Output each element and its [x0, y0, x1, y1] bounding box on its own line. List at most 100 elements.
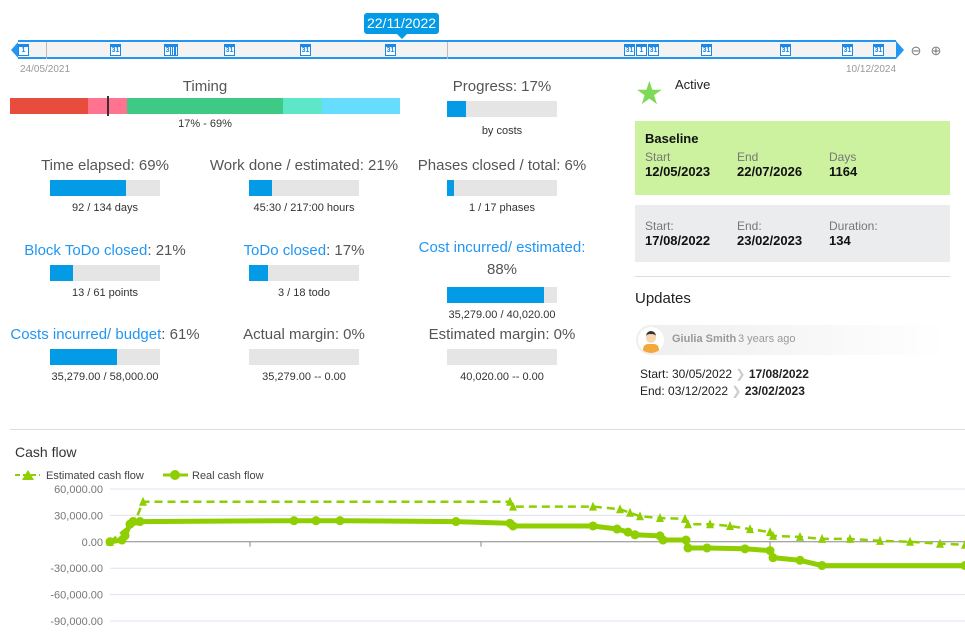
- metric-sub: 1 / 17 phases: [468, 202, 536, 214]
- metric-link[interactable]: Block ToDo closed: [24, 242, 148, 259]
- metric-value: : 17%: [326, 242, 365, 259]
- timeline-scrollbar[interactable]: [18, 40, 896, 59]
- real-point: [120, 531, 130, 541]
- timeline-right-arrow[interactable]: [896, 41, 904, 59]
- calendar-marker-icon[interactable]: [170, 44, 173, 56]
- calendar-marker-icon[interactable]: [175, 44, 178, 56]
- legend-real[interactable]: Real cash flow: [163, 470, 264, 482]
- metric-sub: 3 / 18 todo: [278, 287, 330, 299]
- real-point: [960, 561, 965, 571]
- timeline-end-date: 10/12/2024: [846, 64, 897, 75]
- estimated-point: [906, 536, 914, 546]
- real-point: [740, 544, 750, 554]
- cash-flow-chart: Estimated cash flow Real cash flow 60,00…: [15, 470, 965, 628]
- y-tick-label: 0.00: [82, 537, 103, 549]
- calendar-marker-icon[interactable]: 31: [780, 44, 791, 56]
- calendar-marker-icon[interactable]: 31: [385, 44, 396, 56]
- real-point: [311, 516, 321, 526]
- divider: [635, 276, 950, 277]
- calendar-marker-icon[interactable]: 31: [300, 44, 311, 56]
- estimated-point: [636, 511, 644, 521]
- metric-value: Time elapsed: 69%: [41, 157, 169, 174]
- metric-bar-fill: [447, 180, 454, 196]
- metric-bar: [249, 349, 359, 365]
- real-point: [105, 537, 115, 547]
- baseline-end-label: End: [737, 150, 759, 164]
- chevron-right-icon: ❯: [735, 367, 746, 381]
- estimated-point: [506, 496, 514, 506]
- metric-card: Costs incurred/ budget: 61% 35,279.00 / …: [10, 326, 200, 383]
- calendar-marker-icon[interactable]: 31: [624, 44, 635, 56]
- calendar-marker-icon[interactable]: 31: [110, 44, 121, 56]
- metric-bar: [50, 265, 160, 281]
- timing-segment: [127, 98, 283, 114]
- estimated-point: [769, 530, 777, 540]
- update-end-new: 23/02/2023: [744, 384, 805, 398]
- metric-bar-fill: [249, 265, 268, 281]
- timing-segment: [10, 98, 88, 114]
- calendar-marker-icon[interactable]: 31: [164, 44, 175, 56]
- metric-bar-fill: [249, 180, 273, 196]
- metric-link[interactable]: ToDo closed: [243, 242, 327, 259]
- timeline-divider: [46, 42, 47, 59]
- estimated-point: [846, 533, 854, 543]
- real-point: [658, 535, 668, 545]
- legend-estimated[interactable]: Estimated cash flow: [15, 470, 144, 482]
- update-time: 3 years ago: [738, 333, 796, 345]
- progress-bar: [447, 101, 557, 117]
- baseline-start: 12/05/2023: [645, 164, 711, 179]
- metric-link[interactable]: Cost incurred/ estimated:: [418, 239, 586, 256]
- calendar-marker-icon[interactable]: 1: [18, 44, 29, 56]
- calendar-marker-icon[interactable]: 31: [648, 44, 659, 56]
- y-tick-label: 30,000.00: [54, 510, 103, 522]
- timeline-divider: [447, 42, 448, 59]
- metric-title: Actual margin: 0%: [209, 326, 399, 343]
- estimated-point: [626, 507, 634, 517]
- real-point: [588, 521, 598, 531]
- timing-segment: [322, 98, 400, 114]
- y-tick-label: -60,000.00: [50, 590, 103, 602]
- zoom-in-icon[interactable]: ⊕: [930, 43, 942, 58]
- real-point: [630, 530, 640, 540]
- update-user[interactable]: Giulia Smith: [672, 333, 737, 345]
- timeline-left-arrow[interactable]: [11, 41, 19, 59]
- triangle-marker-icon: [22, 470, 34, 480]
- current-end: 23/02/2023: [737, 233, 803, 248]
- estimated-point: [936, 538, 944, 548]
- calendar-marker-icon[interactable]: 31: [224, 44, 235, 56]
- calendar-marker-icon[interactable]: 1: [636, 44, 647, 56]
- updates-title: Updates: [635, 290, 691, 307]
- zoom-out-icon[interactable]: ⊖: [910, 43, 922, 58]
- real-point: [289, 516, 299, 526]
- current-dates-card: Start: 17/08/2022 End: 23/02/2023 Duration…: [635, 205, 950, 262]
- metric-bar: [249, 180, 359, 196]
- metric-sub: 40,020.00 -- 0.00: [460, 371, 544, 383]
- metric-bar: [447, 287, 557, 303]
- metric-title: Work done / estimated: 21%: [209, 157, 399, 174]
- metric-link[interactable]: Costs incurred/ budget: [10, 326, 162, 343]
- metric-value: Actual margin: 0%: [243, 326, 365, 343]
- baseline-title: Baseline: [645, 131, 699, 146]
- estimated-point: [726, 520, 734, 530]
- y-tick-label: -90,000.00: [50, 616, 103, 628]
- calendar-marker-icon[interactable]: 31: [842, 44, 853, 56]
- real-point: [795, 555, 805, 565]
- calendar-marker-icon[interactable]: 31: [701, 44, 712, 56]
- timeline-selected-date: 22/11/2022: [364, 13, 439, 39]
- metric-card: Work done / estimated: 21% 45:30 / 217:0…: [209, 157, 399, 214]
- current-start-label: Start:: [645, 219, 674, 233]
- metric-sub: 92 / 134 days: [71, 202, 139, 214]
- metric-value: Work done / estimated: 21%: [209, 157, 399, 174]
- real-point: [128, 517, 138, 527]
- progress-fill: [447, 101, 466, 117]
- progress-metric: Progress: 17% by costs: [407, 78, 597, 137]
- metric-bar: [50, 349, 160, 365]
- calendar-marker-icon[interactable]: 31: [873, 44, 884, 56]
- metric-title: ToDo closed: 17%: [209, 242, 399, 259]
- metric-sub: 35,279.00 / 40,020.00: [448, 309, 556, 321]
- real-point: [681, 535, 691, 545]
- estimated-point: [876, 535, 884, 545]
- metric-card: Phases closed / total: 6% 1 / 17 phases: [407, 157, 597, 214]
- timing-range: 17% - 69%: [178, 118, 232, 130]
- baseline-start-label: Start: [645, 150, 671, 164]
